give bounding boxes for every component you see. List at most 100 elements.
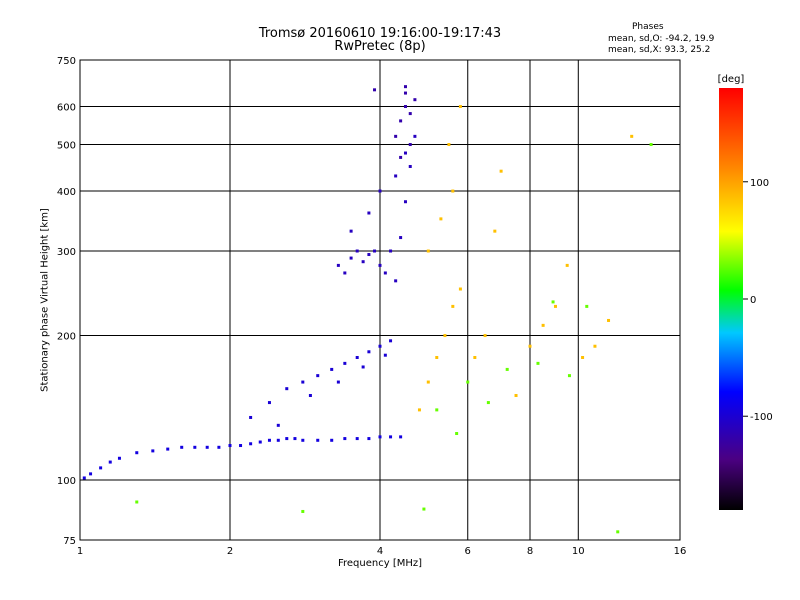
echo-point [285, 387, 289, 391]
echo-point [383, 353, 387, 357]
echo-point [99, 466, 103, 470]
echo-point [528, 344, 532, 348]
echo-point [541, 323, 545, 327]
echo-point [367, 211, 371, 215]
echo-point [355, 249, 359, 253]
echo-point [585, 304, 589, 308]
echo-point [435, 408, 439, 412]
echo-point [193, 445, 197, 449]
y-tick-label: 400 [57, 187, 76, 198]
echo-point [499, 169, 503, 173]
echo-point [151, 449, 155, 453]
phase-o-stats: mean, sd,O: -94.2, 19.9 [608, 34, 715, 44]
echo-point [486, 401, 490, 405]
echo-point [408, 112, 412, 116]
echo-point [383, 271, 387, 275]
echo-point [399, 155, 403, 159]
echo-point [403, 200, 407, 204]
colorbar-tick-label: -100 [750, 412, 773, 423]
x-tick-label: 2 [227, 546, 233, 557]
echo-point [355, 437, 359, 441]
x-tick-label: 4 [377, 546, 383, 557]
echo-point [458, 105, 462, 109]
echo-point [473, 355, 477, 359]
echo-point [389, 249, 393, 253]
x-tick-label: 1 [77, 546, 83, 557]
y-tick-label: 100 [57, 476, 76, 487]
echo-point [336, 263, 340, 267]
echo-point [378, 435, 382, 439]
colorbar [719, 88, 743, 510]
echo-point [514, 394, 518, 398]
echo-point [343, 271, 347, 275]
echo-point [451, 189, 455, 193]
echo-point [394, 174, 398, 178]
echo-point [649, 143, 653, 147]
echo-point [249, 415, 253, 419]
echo-point [82, 476, 86, 480]
x-tick-label: 16 [674, 546, 687, 557]
echo-point [413, 134, 417, 138]
y-tick-label: 600 [57, 103, 76, 114]
echo-point [408, 143, 412, 147]
echo-point [426, 380, 430, 384]
echo-point [293, 437, 297, 441]
echo-point [378, 263, 382, 267]
echo-point [455, 432, 459, 436]
echo-point [301, 380, 305, 384]
echo-point [607, 318, 611, 322]
echo-point [378, 344, 382, 348]
echo-point [399, 119, 403, 123]
colorbar-tick-label: 100 [750, 178, 769, 189]
echo-point [505, 367, 509, 371]
echo-point [458, 287, 462, 291]
plot-frame [79, 59, 681, 541]
echo-point [361, 365, 365, 369]
echo-point [581, 355, 585, 359]
y-tick-label: 750 [57, 56, 76, 67]
echo-point [267, 401, 271, 405]
echo-point [567, 374, 571, 378]
echo-point [135, 500, 139, 504]
x-tick-label: 10 [572, 546, 585, 557]
echo-point [180, 445, 184, 449]
echo-point [361, 260, 365, 264]
echo-point [108, 460, 112, 464]
echo-point [343, 437, 347, 441]
echo-point [228, 444, 232, 448]
echo-point [426, 249, 430, 253]
echo-point [239, 444, 243, 448]
echo-point [466, 380, 470, 384]
echo-point [217, 445, 221, 449]
echo-point [117, 456, 121, 460]
echo-point [565, 263, 569, 267]
phase-heading: Phases [632, 22, 664, 32]
chart-title: Tromsø 20160610 19:16:00-19:17:43 [258, 26, 502, 41]
phase-x-stats: mean, sd,X: 93.3, 25.2 [608, 45, 711, 55]
echo-point [367, 253, 371, 257]
echo-point [285, 437, 289, 441]
echo-point [394, 279, 398, 283]
echo-point [403, 85, 407, 89]
echo-point [389, 339, 393, 343]
echo-point [249, 442, 253, 446]
y-tick-label: 200 [57, 332, 76, 343]
echo-point [276, 423, 280, 427]
y-tick-label: 75 [63, 536, 76, 547]
echo-point [267, 438, 271, 442]
echo-point [553, 304, 557, 308]
echo-point [422, 507, 426, 511]
echo-point [135, 451, 139, 455]
echo-point [373, 88, 377, 92]
echo-point [417, 408, 421, 412]
echo-point [493, 229, 497, 233]
echo-point [367, 350, 371, 354]
echo-point [630, 134, 634, 138]
echo-point [616, 530, 620, 534]
echo-point [593, 344, 597, 348]
echo-point [403, 105, 407, 109]
echo-point [316, 374, 320, 378]
x-tick-label: 8 [527, 546, 533, 557]
echo-point [343, 361, 347, 365]
y-tick-label: 300 [57, 247, 76, 258]
